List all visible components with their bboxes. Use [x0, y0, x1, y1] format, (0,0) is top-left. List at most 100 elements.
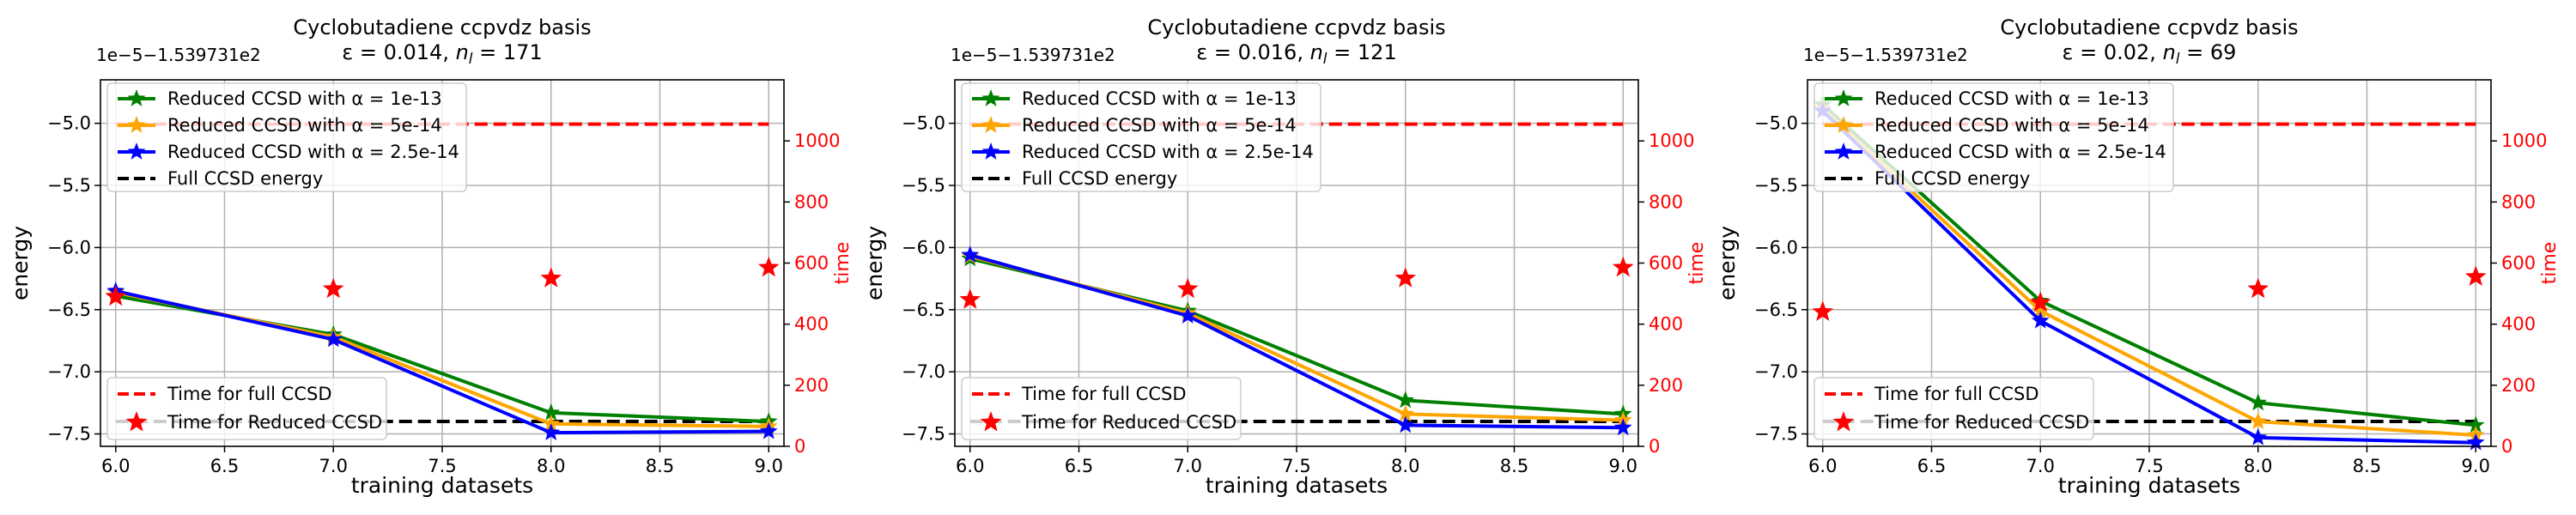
- y2-tick-label: 1000: [2501, 130, 2547, 151]
- legend-marker-series-2: [1834, 116, 1853, 133]
- reduced-time-point: [1612, 256, 1634, 277]
- y-tick-label: −7.0: [1754, 361, 1798, 382]
- x-tick-label: 7.5: [1282, 456, 1310, 476]
- x-tick-label: 6.0: [1808, 456, 1837, 476]
- reduced-time-point: [1394, 267, 1417, 288]
- chart-panel-2: 6.0 6.5 7.0 7.5 8.0 8.5 9.0 −5.0 −5.5 −6.0 −6.5 −7.…: [862, 15, 1708, 498]
- legend-marker-series-3: [1834, 142, 1853, 160]
- series-3-point: [2031, 311, 2050, 329]
- series-2-point: [542, 414, 561, 432]
- y-tick-label: −5.0: [902, 113, 945, 134]
- series-3-point: [1178, 306, 1197, 324]
- plot-frame: [954, 79, 1639, 447]
- legend-label-series-1: Reduced CCSD with α = 1e-13: [1874, 88, 2149, 109]
- series-3-point: [1396, 415, 1415, 433]
- reduced-time-point: [322, 277, 344, 299]
- y2-tick-label: 400: [1649, 314, 1683, 335]
- series-3-point: [542, 423, 561, 440]
- legend-label-full-ccsd: Full CCSD energy: [1874, 168, 2030, 189]
- chart-subtitle: ε = 0.016, nl = 121: [1196, 40, 1396, 68]
- series-2-point: [1396, 404, 1415, 422]
- chart-panel-1: 6.0 6.5 7.0 7.5 8.0 8.5 9.0 −5.0 −5.5 −6.0 −6.5 −7.…: [8, 15, 854, 498]
- y2-tick-label: 400: [794, 314, 829, 335]
- x-tick-label: 7.5: [2135, 456, 2163, 476]
- series-line-3: [115, 289, 769, 435]
- subtitle-nl-eq: =: [473, 40, 503, 64]
- series-1-point: [1396, 391, 1415, 409]
- y2-tick-label: 200: [2501, 375, 2536, 396]
- x-tick-label: 6.0: [101, 456, 130, 476]
- y2-tick-label: 800: [794, 191, 829, 212]
- x-axis-label: training datasets: [351, 473, 533, 498]
- energy-legend: [1814, 82, 2174, 192]
- subtitle-nl-value: 121: [1358, 40, 1397, 64]
- x-tick-label: 6.5: [210, 456, 239, 476]
- subtitle-nl-subscript: l: [469, 51, 473, 68]
- reduced-time-point: [2464, 265, 2487, 286]
- legend-marker-series-1: [1834, 89, 1853, 106]
- y-tick-label: −6.5: [47, 300, 91, 320]
- x-tick-label: 9.0: [755, 456, 783, 476]
- reduced-time-point: [2247, 277, 2269, 299]
- y-tick-label: −5.0: [1754, 113, 1798, 134]
- reduced-time-point: [105, 285, 127, 306]
- y-tick-label: −7.5: [47, 424, 91, 445]
- plot-frame: [100, 79, 785, 447]
- legend-marker-series-3: [981, 142, 1000, 160]
- y2-axis-label: time: [2539, 242, 2561, 285]
- x-tick-label: 8.0: [537, 456, 565, 476]
- reduced-time-point: [757, 256, 780, 277]
- legend-marker-reduced-time: [980, 411, 1002, 432]
- series-line-3: [969, 253, 1624, 430]
- time-legend: [106, 377, 387, 440]
- subtitle-nl-subscript: l: [1323, 51, 1327, 68]
- y2-tick-label: 200: [794, 375, 829, 396]
- y-axis-label: energy: [1715, 226, 1740, 300]
- time-legend: [961, 377, 1242, 440]
- y2-tick-label: 0: [2501, 436, 2512, 457]
- subtitle-epsilon: ε = 0.02,: [2063, 40, 2163, 64]
- x-tick-label: 9.0: [2462, 456, 2490, 476]
- series-2-point: [2249, 412, 2268, 429]
- legend-label-reduced-time: Time for Reduced CCSD: [1021, 412, 1236, 433]
- legend-marker-series-2: [127, 116, 146, 133]
- series-line-1: [1821, 103, 2476, 427]
- legend-label-full-time: Time for full CCSD: [1874, 384, 2039, 404]
- time-legend: [1814, 377, 2094, 440]
- y-tick-label: −6.0: [902, 237, 945, 258]
- legend-label-full-ccsd: Full CCSD energy: [1022, 168, 1177, 189]
- y-axis-label: energy: [862, 226, 887, 300]
- legend-label-reduced-time: Time for Reduced CCSD: [1874, 412, 2089, 433]
- y2-tick-label: 200: [1649, 375, 1683, 396]
- legend-label-series-2: Reduced CCSD with α = 5e-14: [1874, 115, 2149, 136]
- chart-subtitle: ε = 0.02, nl = 69: [2063, 40, 2237, 68]
- subtitle-epsilon: ε = 0.016,: [1196, 40, 1309, 64]
- y-tick-label: −5.5: [1754, 175, 1798, 196]
- chart-title: Cyclobutadiene ccpvdz basis: [1147, 15, 1445, 39]
- y-tick-label: −5.0: [47, 113, 91, 134]
- y2-tick-label: 1000: [794, 130, 840, 151]
- reduced-time-point: [1812, 300, 1834, 321]
- y-offset-label: 1e−5−1.539731e2: [96, 45, 261, 65]
- y-tick-label: −6.5: [1754, 300, 1798, 320]
- legend-label-full-ccsd: Full CCSD energy: [167, 168, 323, 189]
- series-3-point: [2249, 427, 2268, 445]
- legend-label-series-3: Reduced CCSD with α = 2.5e-14: [1874, 142, 2166, 162]
- legend-label-series-3: Reduced CCSD with α = 2.5e-14: [167, 142, 459, 162]
- x-tick-label: 8.5: [1500, 456, 1528, 476]
- energy-legend: [106, 82, 467, 192]
- x-tick-label: 9.0: [1609, 456, 1637, 476]
- series-line-2: [1821, 106, 2476, 437]
- plot-frame: [1807, 79, 2492, 447]
- legend-label-series-1: Reduced CCSD with α = 1e-13: [167, 88, 442, 109]
- x-axis-label: training datasets: [2058, 473, 2240, 498]
- y-tick-label: −7.0: [902, 361, 945, 382]
- subtitle-nl-value: 69: [2210, 40, 2237, 64]
- y-tick-label: −6.0: [47, 237, 91, 258]
- legend-marker-series-1: [981, 89, 1000, 106]
- series-3-point: [2466, 433, 2485, 451]
- y-offset-label: 1e−5−1.539731e2: [951, 45, 1115, 65]
- series-3-point: [1613, 418, 1632, 436]
- subtitle-nl-symbol: n: [456, 40, 469, 64]
- y2-axis-label: time: [1686, 242, 1708, 285]
